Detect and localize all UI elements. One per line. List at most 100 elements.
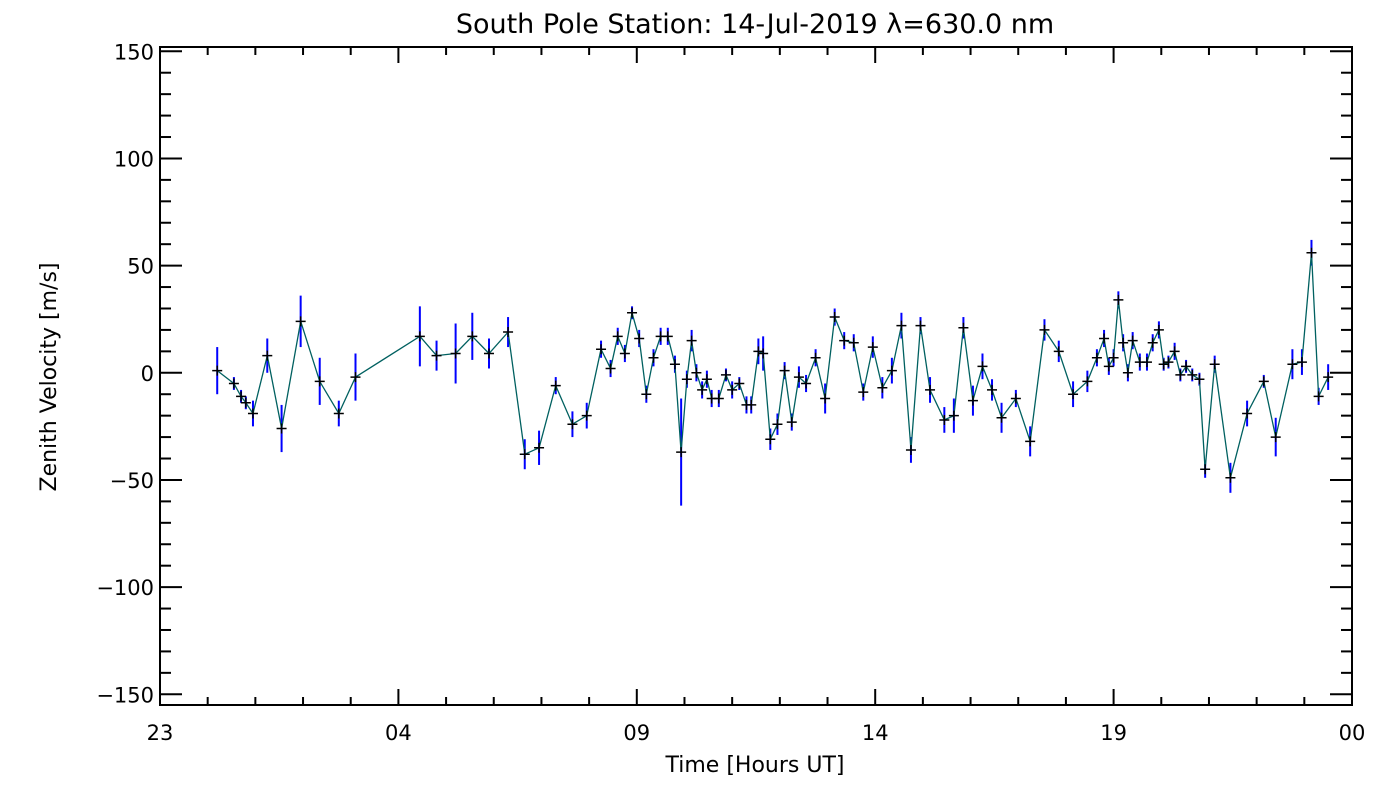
data-point-marker [414,331,425,342]
data-point-marker [967,395,978,406]
data-point-marker [581,410,592,421]
data-point-marker [786,417,797,428]
data-point-marker [467,331,478,342]
data-point-marker [1108,352,1119,363]
data-markers [212,247,1334,483]
x-tick-label: 23 [147,721,174,745]
data-point-marker [765,434,776,445]
data-point-marker [958,322,969,333]
data-point-marker [450,348,461,359]
data-point-marker [483,348,494,359]
data-point-marker [772,419,783,430]
data-point-marker [1113,294,1124,305]
data-point-marker [746,399,757,410]
data-point-marker [236,391,247,402]
data-point-marker [1099,333,1110,344]
data-point-marker [1194,374,1205,385]
y-tick-label: −100 [96,576,154,600]
data-point-marker [1225,472,1236,483]
data-point-marker [1306,247,1317,258]
data-point-marker [1169,346,1180,357]
x-tick-label: 00 [1339,721,1366,745]
data-point-marker [534,442,545,453]
data-point-marker [1175,369,1186,380]
data-point-marker [1313,391,1324,402]
data-point-marker [829,312,840,323]
data-point-marker [915,320,926,331]
data-point-marker [1158,359,1169,370]
x-tick-label: 04 [385,721,412,745]
data-point-marker [727,384,738,395]
series-line [216,252,1329,478]
data-point-marker [1209,359,1220,370]
data-point-marker [867,342,878,353]
data-point-marker [596,344,607,355]
data-point-marker [503,327,514,338]
chart-title: South Pole Station: 14-Jul-2019 λ=630.0 … [456,9,1054,40]
data-point-marker [801,378,812,389]
data-point-marker [697,384,708,395]
data-point-marker [247,408,258,419]
data-point-marker [240,397,251,408]
data-point-marker [734,378,745,389]
data-point-marker [295,316,306,327]
data-point-marker [1187,369,1198,380]
axis-ticks [159,47,1353,705]
y-tick-label: 0 [141,362,154,386]
data-point-marker [333,408,344,419]
data-point-marker [810,352,821,363]
data-point-marker [1010,393,1021,404]
x-tick-label: 09 [623,721,650,745]
data-point-marker [1242,408,1253,419]
data-point-marker [1053,346,1064,357]
data-point-marker [905,444,916,455]
data-point-marker [686,335,697,346]
data-point-marker [669,359,680,370]
data-point-marker [519,449,530,460]
data-point-marker [276,423,287,434]
y-tick-label: 100 [114,147,154,171]
data-point-marker [228,378,239,389]
data-point-marker [848,337,859,348]
data-point-marker [676,447,687,458]
data-point-marker [1118,337,1129,348]
data-point-marker [1296,357,1307,368]
data-point-marker [1287,359,1298,370]
data-point-marker [793,372,804,383]
y-axis-label: Zenith Velocity [m/s] [37,263,62,492]
data-point-marker [212,365,223,376]
data-point-marker [1163,357,1174,368]
data-point-marker [1122,367,1133,378]
data-point-marker [641,389,652,400]
data-point-marker [713,393,724,404]
y-tick-label: −150 [96,683,154,707]
data-point-marker [820,393,831,404]
data-point-marker [691,367,702,378]
data-point-marker [662,331,673,342]
data-point-marker [701,374,712,385]
data-point-marker [720,369,731,380]
y-tick-label: 50 [127,255,154,279]
data-point-marker [1258,376,1269,387]
velocity-series-line [216,252,1329,478]
data-point-marker [839,335,850,346]
data-point-marker [1082,376,1093,387]
data-point-marker [262,350,273,361]
data-point-marker [925,384,936,395]
data-point-marker [779,365,790,376]
data-point-marker [996,412,1007,423]
data-point-marker [1323,372,1334,383]
data-point-marker [858,387,869,398]
data-point-marker [886,365,897,376]
data-point-marker [987,384,998,395]
data-point-marker [1200,464,1211,475]
data-point-marker [896,320,907,331]
data-point-marker [431,350,442,361]
tick-labels: 23 04 09 14 19 00 150 100 50 0 −50 −100 −150 [96,40,1365,745]
data-point-marker [350,372,361,383]
data-point-marker [1103,361,1114,372]
data-point-marker [634,333,645,344]
data-point-marker [1141,357,1152,368]
data-point-marker [977,361,988,372]
